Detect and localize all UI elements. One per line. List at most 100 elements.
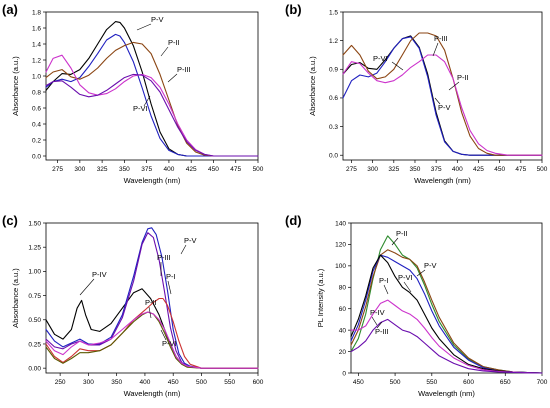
series-annotation: P-II <box>145 298 157 307</box>
y-tick-label: 0.2 <box>32 137 41 144</box>
x-tick-label: 550 <box>224 379 235 386</box>
x-tick-label: 400 <box>140 379 151 386</box>
annotation-leader <box>180 244 187 255</box>
x-tick-label: 600 <box>463 379 474 386</box>
x-tick-label: 325 <box>97 166 108 173</box>
x-tick-label: 450 <box>353 379 364 386</box>
y-axis-title: Absorbance (a.u.) <box>11 268 20 328</box>
annotation-leader <box>148 306 152 319</box>
annotation-leader <box>160 46 169 57</box>
y-tick-label: 1.25 <box>28 244 41 251</box>
y-tick-label: 1.0 <box>32 73 41 80</box>
series-annotation: P-III <box>375 327 389 336</box>
series-line-p-iii <box>342 32 543 156</box>
annotation-leader <box>416 269 426 277</box>
y-tick-label: 0.6 <box>329 95 338 102</box>
annotation-leader <box>371 316 378 326</box>
series-line-p-ii <box>45 41 259 157</box>
series-line-p-vi <box>45 311 259 369</box>
panel-label: (a) <box>2 2 18 17</box>
x-axis-title: Wavelength (nm) <box>418 389 475 398</box>
x-tick-label: 550 <box>426 379 437 386</box>
series-annotation: P-II <box>168 38 180 47</box>
x-tick-label: 425 <box>473 166 484 173</box>
annotation-leader <box>79 278 95 296</box>
series-annotation: P-V <box>151 15 164 24</box>
x-tick-label: 425 <box>186 166 197 173</box>
panel-label: (c) <box>2 213 18 228</box>
series-line-p-i <box>350 254 543 374</box>
x-tick-label: 275 <box>346 166 357 173</box>
y-tick-label: 1.5 <box>329 9 338 16</box>
panel-label: (d) <box>285 213 302 228</box>
annotation-leader <box>403 281 412 293</box>
y-axis-title: PL Intensity (a.u.) <box>316 268 325 327</box>
chart-panel-1: 275 300 325 350 375 400 425 450 475 500 0.0 0.3 0.6 0… <box>285 2 548 185</box>
x-tick-label: 325 <box>388 166 399 173</box>
y-tick-label: 0.25 <box>28 341 41 348</box>
x-tick-label: 375 <box>431 166 442 173</box>
x-tick-label: 300 <box>83 379 94 386</box>
annotation-leader <box>434 97 441 105</box>
series-annotation: P-V <box>438 103 451 112</box>
y-tick-label: 0.6 <box>32 105 41 112</box>
series-annotation: P-V <box>424 261 437 270</box>
series-annotation: P-VI <box>373 54 388 63</box>
x-tick-label: 350 <box>111 379 122 386</box>
y-tick-label: 1.4 <box>32 41 41 48</box>
x-tick-label: 250 <box>55 379 66 386</box>
series-annotation: P-VI <box>398 273 413 282</box>
x-tick-label: 475 <box>230 166 241 173</box>
x-axis-title: Wavelength (nm) <box>124 176 181 185</box>
y-tick-label: 100 <box>335 263 346 270</box>
x-tick-label: 600 <box>253 379 264 386</box>
chart-panel-3: 450 500 550 600 650 700 0 20 40 60 80 100 120 140 Wave… <box>285 213 548 398</box>
y-tick-label: 1.2 <box>32 57 41 64</box>
x-tick-label: 500 <box>390 379 401 386</box>
annotation-leader <box>167 280 172 295</box>
x-tick-label: 400 <box>452 166 463 173</box>
y-tick-label: 0.75 <box>28 293 41 300</box>
series-annotation: P-III <box>177 65 191 74</box>
y-axis-title: Absorbance (a.u.) <box>308 56 317 116</box>
y-tick-label: 80 <box>339 285 347 292</box>
annotation-leader <box>136 23 152 31</box>
y-tick-label: 0 <box>342 370 346 377</box>
series-annotation: P-IV <box>370 308 385 317</box>
series-annotation: P-IV <box>92 270 107 279</box>
x-tick-label: 300 <box>367 166 378 173</box>
y-tick-label: 1.2 <box>329 38 338 45</box>
y-tick-label: 0.9 <box>329 67 338 74</box>
series-line-p-iii <box>350 318 543 374</box>
x-tick-label: 375 <box>141 166 152 173</box>
y-tick-label: 1.50 <box>28 220 41 227</box>
panel-label: (b) <box>285 2 302 17</box>
series-annotation: P-V <box>184 236 197 245</box>
y-tick-label: 0.50 <box>28 317 41 324</box>
y-tick-label: 0.0 <box>32 153 41 160</box>
plot-frame <box>350 222 543 374</box>
y-tick-label: 0.00 <box>28 365 41 372</box>
x-tick-label: 500 <box>537 166 548 173</box>
annotation-leader <box>383 284 389 295</box>
x-tick-label: 350 <box>119 166 130 173</box>
x-tick-label: 275 <box>52 166 63 173</box>
series-line-p-v <box>350 249 543 374</box>
y-tick-label: 1.00 <box>28 269 41 276</box>
y-tick-label: 20 <box>339 349 347 356</box>
plot-frame <box>45 222 259 374</box>
y-tick-label: 60 <box>339 306 347 313</box>
x-tick-label: 350 <box>410 166 421 173</box>
plot-frame <box>45 11 259 161</box>
series-annotation: P-III <box>157 253 171 262</box>
series-annotation: P-I <box>379 276 389 285</box>
annotation-leader <box>167 73 178 83</box>
x-tick-label: 450 <box>168 379 179 386</box>
y-tick-label: 1.6 <box>32 25 41 32</box>
series-annotation: P-VI <box>133 104 148 113</box>
y-tick-label: 0.0 <box>329 153 338 160</box>
series-annotation: P-II <box>396 229 408 238</box>
series-line-p-vi <box>45 73 259 157</box>
